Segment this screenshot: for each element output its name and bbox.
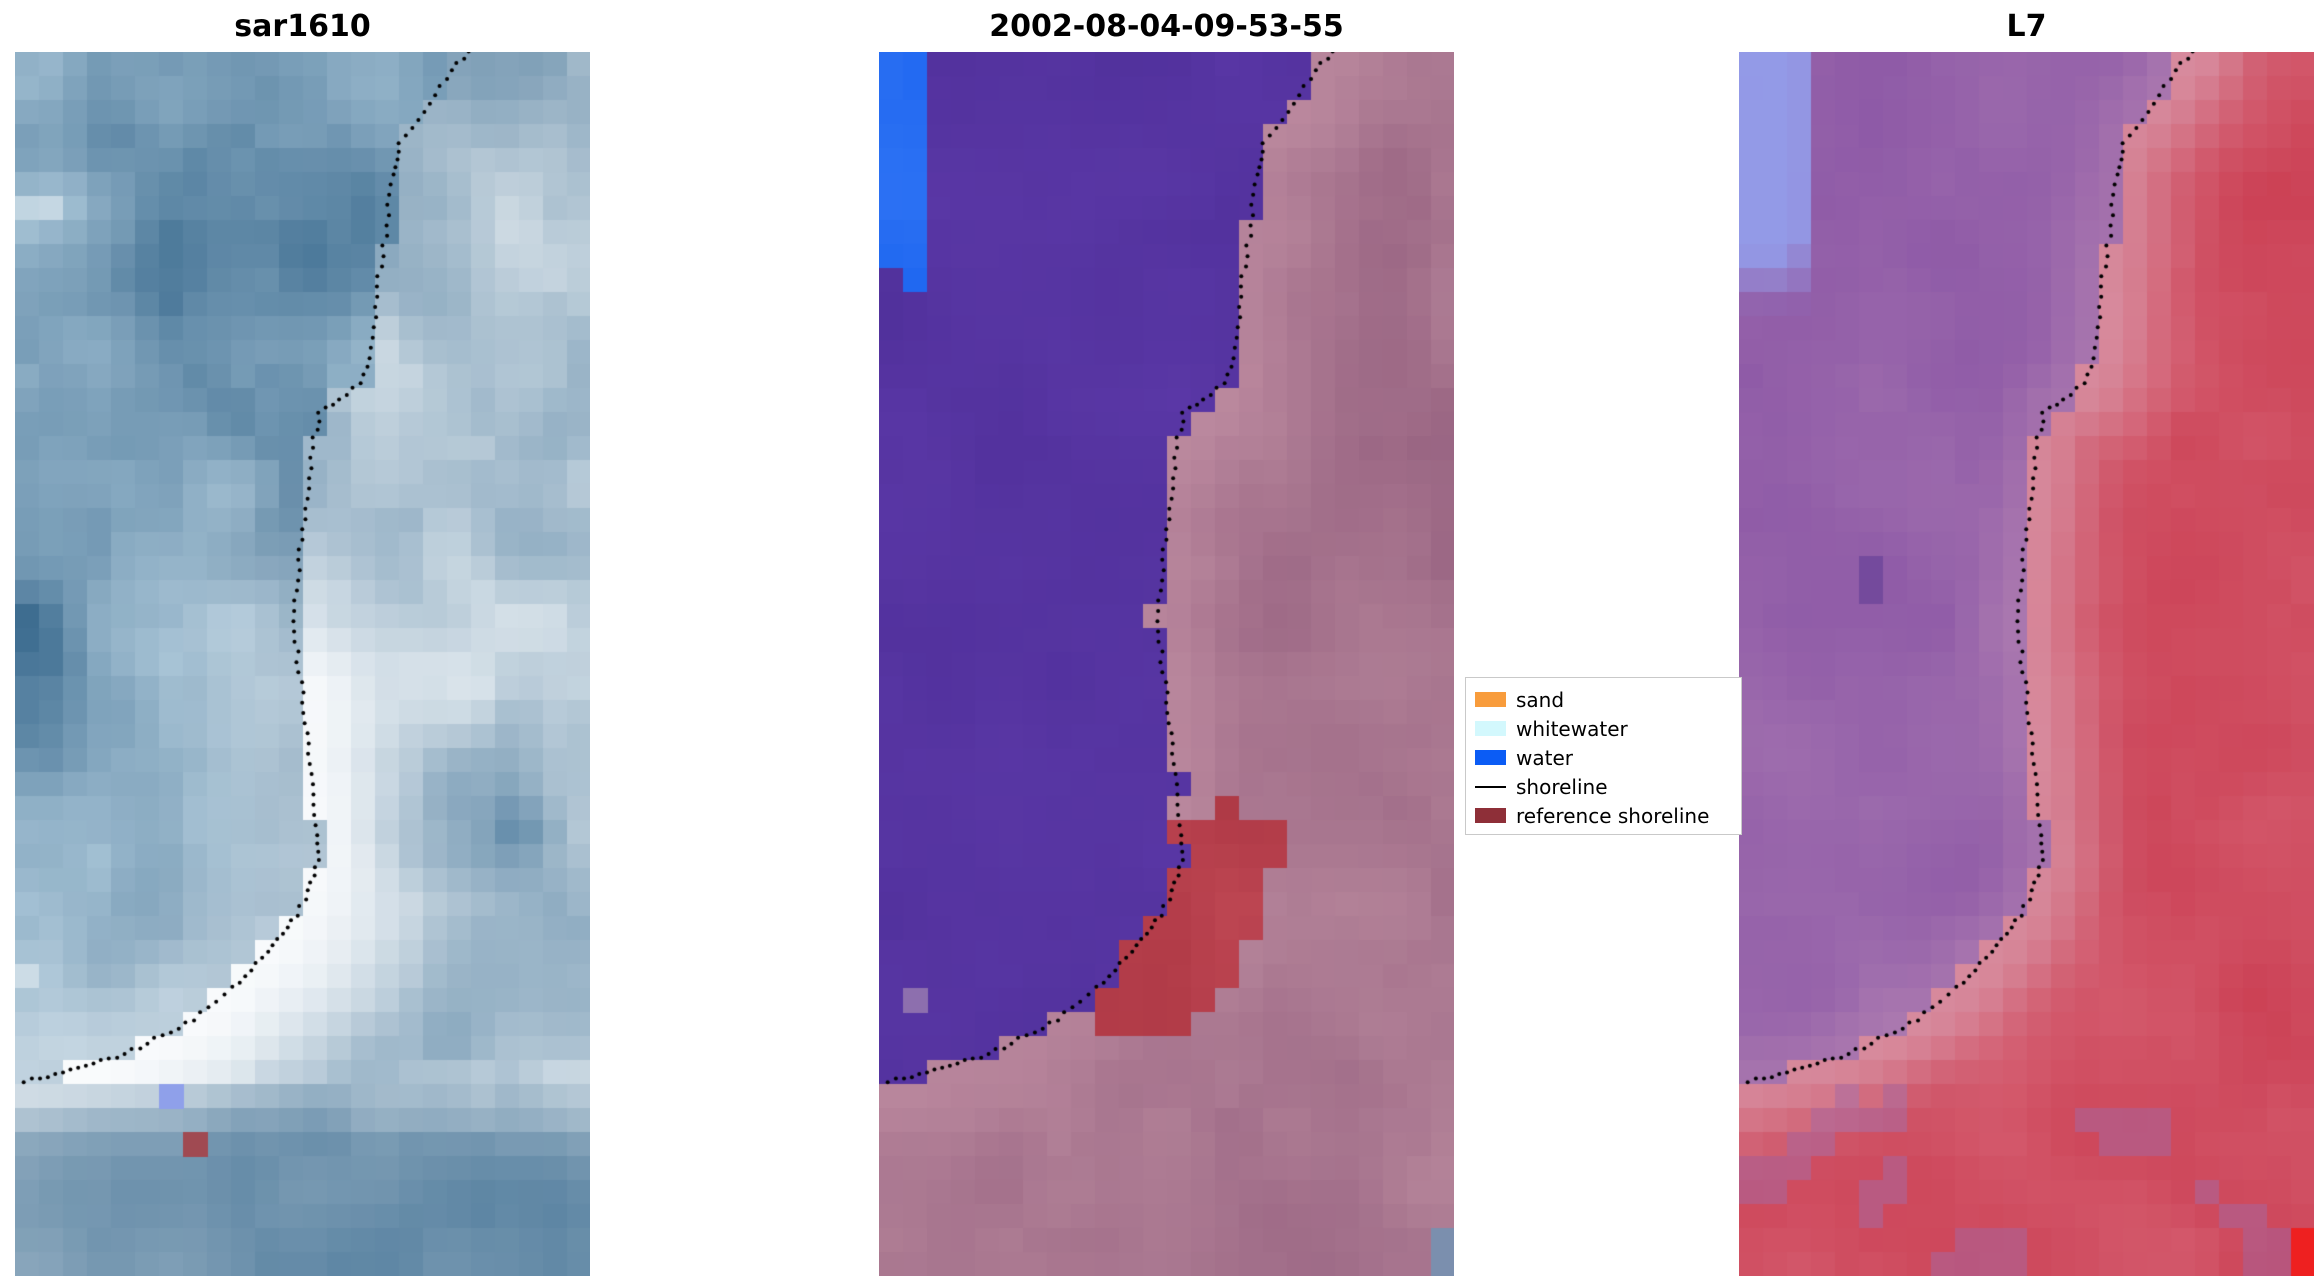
panel-l7-image	[1739, 52, 2314, 1276]
panel-classified: 2002-08-04-09-53-55	[879, 0, 1454, 1276]
legend-swatch-shoreline	[1475, 785, 1506, 788]
legend: sand whitewater water shoreline reference sh…	[1465, 677, 1742, 835]
legend-swatch-whitewater	[1475, 721, 1506, 736]
panel-l7-title: L7	[2006, 8, 2047, 44]
panel-classified-image	[879, 52, 1454, 1276]
legend-label: water	[1516, 745, 1573, 770]
panel-classified-title: 2002-08-04-09-53-55	[989, 8, 1344, 44]
panel-sar1610-image	[15, 52, 590, 1276]
legend-label: reference shoreline	[1516, 803, 1710, 828]
legend-swatch-reference-shoreline	[1475, 808, 1506, 823]
legend-label: whitewater	[1516, 716, 1628, 741]
legend-swatch-sand	[1475, 692, 1506, 707]
legend-label: shoreline	[1516, 774, 1608, 799]
legend-swatch-water	[1475, 750, 1506, 765]
legend-label: sand	[1516, 687, 1565, 712]
panel-l7: L7	[1739, 0, 2314, 1276]
legend-item-whitewater: whitewater	[1475, 714, 1741, 743]
legend-item-sand: sand	[1475, 685, 1741, 714]
panel-sar1610-title: sar1610	[234, 8, 371, 44]
legend-item-reference-shoreline: reference shoreline	[1475, 801, 1741, 830]
legend-item-shoreline: shoreline	[1475, 772, 1741, 801]
panel-sar1610: sar1610	[15, 0, 590, 1276]
legend-item-water: water	[1475, 743, 1741, 772]
